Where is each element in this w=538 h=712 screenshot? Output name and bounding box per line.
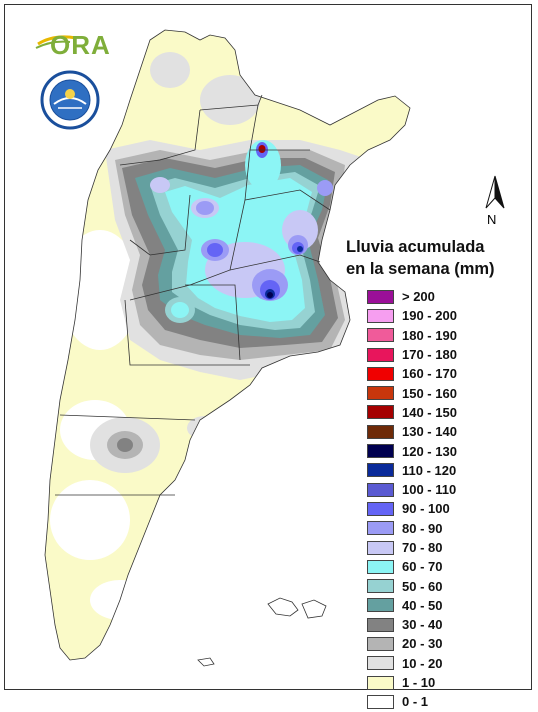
legend-label: 20 - 30 (402, 636, 443, 652)
legend-item: 130 - 140 (367, 422, 457, 441)
legend-swatch (367, 540, 394, 555)
legend-swatch (367, 386, 394, 401)
legend-swatch (367, 559, 394, 574)
legend-swatch (367, 289, 394, 304)
legend-item: 110 - 120 (367, 461, 457, 480)
legend-label: 90 - 100 (402, 501, 450, 517)
legend-label: 120 - 130 (402, 443, 457, 459)
north-label: N (487, 212, 497, 227)
legend-swatch (367, 347, 394, 362)
legend-item: 180 - 190 (367, 326, 457, 345)
province-borders (44, 29, 411, 661)
legend-item: 140 - 150 (367, 403, 457, 422)
legend-item: 150 - 160 (367, 383, 457, 402)
legend-item: 70 - 80 (367, 538, 457, 557)
ora-logo-text: ORA (50, 30, 111, 60)
legend-label: 170 - 180 (402, 347, 457, 363)
legend-label: 130 - 140 (402, 424, 457, 440)
legend-swatch (367, 598, 394, 613)
legend-item: 40 - 50 (367, 596, 457, 615)
legend-label: 190 - 200 (402, 308, 457, 324)
legend-swatch (367, 694, 394, 709)
legend-item: 120 - 130 (367, 441, 457, 460)
legend-title: Lluvia acumulada en la semana (mm) (346, 236, 495, 280)
legend-label: 160 - 170 (402, 366, 457, 382)
legend-label: 0 - 1 (402, 694, 429, 710)
legend-label: 80 - 90 (402, 520, 443, 536)
legend-swatch (367, 636, 394, 651)
rainfall-contours (50, 52, 370, 620)
legend-title-line1: Lluvia acumulada (346, 238, 485, 256)
north-arrow-icon (480, 174, 510, 224)
legend-item: 190 - 200 (367, 306, 457, 325)
legend-swatch (367, 328, 394, 343)
legend-item: 90 - 100 (367, 499, 457, 518)
legend-swatch (367, 366, 394, 381)
legend-item: 30 - 40 (367, 615, 457, 634)
legend-swatch (367, 617, 394, 632)
smn-seal-icon (40, 70, 100, 130)
legend-item: 0 - 1 (367, 692, 457, 711)
malvinas-islands (267, 597, 327, 619)
ora-logo (34, 28, 114, 68)
legend-label: > 200 (402, 289, 435, 305)
legend-item: > 200 (367, 287, 457, 306)
legend-swatch (367, 656, 394, 671)
legend-swatch (367, 424, 394, 439)
legend-swatch (367, 521, 394, 536)
legend-label: 30 - 40 (402, 617, 443, 633)
legend-item: 10 - 20 (367, 654, 457, 673)
legend-label: 10 - 20 (402, 655, 443, 671)
legend: > 200 190 - 200 180 - 190 170 - 180 160 - 17… (367, 287, 457, 712)
legend-label: 40 - 50 (402, 597, 443, 613)
legend-label: 150 - 160 (402, 385, 457, 401)
legend-label: 110 - 120 (402, 462, 457, 478)
legend-label: 140 - 150 (402, 404, 457, 420)
legend-item: 1 - 10 (367, 673, 457, 692)
legend-swatch (367, 579, 394, 594)
legend-label: 50 - 60 (402, 578, 443, 594)
legend-item: 80 - 90 (367, 519, 457, 538)
legend-swatch (367, 482, 394, 497)
staten-island (197, 657, 215, 667)
legend-item: 50 - 60 (367, 576, 457, 595)
legend-item: 100 - 110 (367, 480, 457, 499)
legend-swatch (367, 308, 394, 323)
legend-title-line2: en la semana (mm) (346, 260, 495, 278)
legend-swatch (367, 405, 394, 420)
legend-item: 160 - 170 (367, 364, 457, 383)
legend-label: 100 - 110 (402, 482, 457, 498)
legend-label: 60 - 70 (402, 559, 443, 575)
legend-swatch (367, 444, 394, 459)
legend-label: 180 - 190 (402, 327, 457, 343)
rainfall-map (44, 29, 411, 667)
legend-swatch (367, 463, 394, 478)
legend-swatch (367, 501, 394, 516)
legend-item: 60 - 70 (367, 557, 457, 576)
legend-item: 170 - 180 (367, 345, 457, 364)
legend-label: 1 - 10 (402, 675, 436, 691)
legend-label: 70 - 80 (402, 540, 443, 555)
legend-item: 20 - 30 (367, 634, 457, 653)
legend-swatch (367, 675, 394, 690)
